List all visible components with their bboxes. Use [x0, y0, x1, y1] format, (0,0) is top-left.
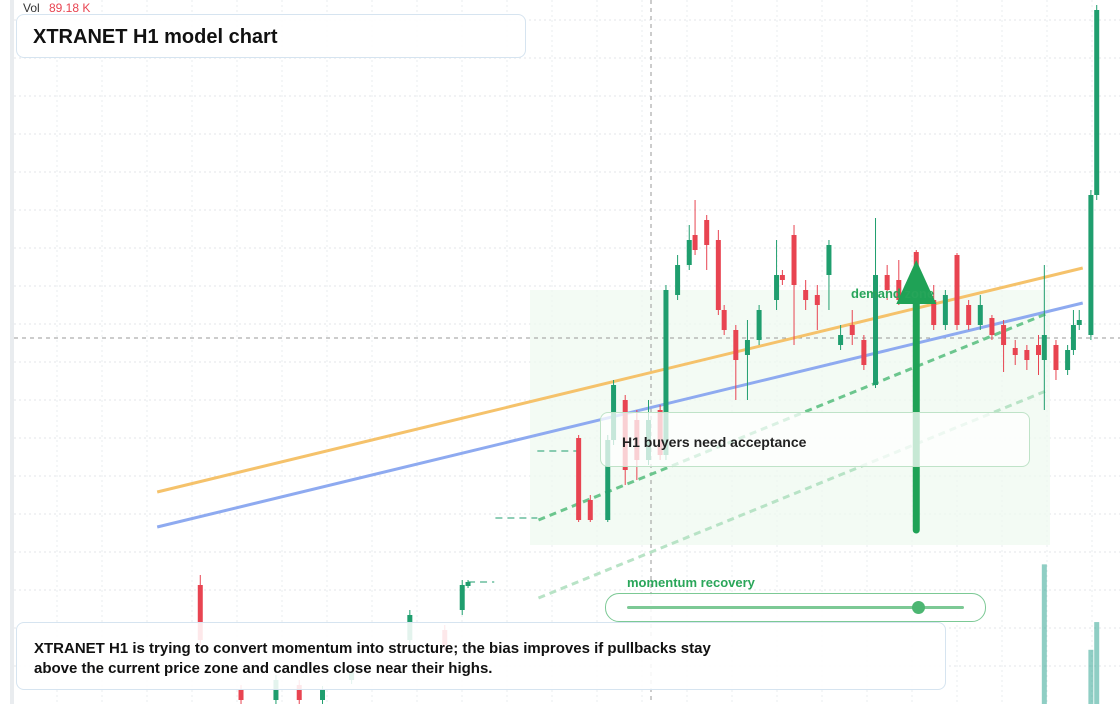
zone-label: demand zone: [851, 286, 934, 301]
trend-line: [156, 266, 1084, 494]
note: H1 buyers need acceptance: [622, 434, 807, 450]
trend-line: [537, 311, 1049, 522]
candle-body: [896, 280, 902, 300]
candle-body: [977, 305, 983, 325]
candle-body: [715, 240, 721, 310]
candle-body: [587, 500, 593, 520]
candle-body: [296, 685, 302, 700]
candle-body: [774, 275, 780, 300]
candle-body: [1070, 325, 1076, 350]
candle-body: [675, 265, 681, 295]
title-box: XTRANET H1 model chart: [16, 14, 526, 58]
candle-body: [826, 245, 832, 275]
candle-body: [576, 438, 582, 520]
candle-body: [1024, 350, 1030, 360]
candle-body: [1001, 325, 1007, 345]
candle-body: [692, 235, 698, 250]
candle-body: [721, 310, 727, 330]
candle-body: [803, 290, 809, 300]
candle-body: [849, 325, 855, 335]
candle-body: [942, 295, 948, 325]
vol-value: 89.18 K: [49, 1, 90, 15]
candle-body: [459, 585, 465, 610]
candle-body: [873, 275, 879, 385]
candle-body: [197, 585, 203, 640]
vol-label: Vol: [23, 1, 40, 15]
volume-bar: [1041, 564, 1047, 704]
candle-body: [320, 690, 326, 700]
arrow-head: [896, 260, 937, 304]
candle-body: [814, 295, 820, 305]
candle-body: [954, 255, 960, 325]
candle-body: [779, 275, 785, 280]
summary-box: XTRANET H1 is trying to convert momentum…: [16, 622, 946, 690]
candle-body: [733, 330, 739, 360]
candle-body: [966, 305, 972, 325]
candle-body: [238, 690, 244, 700]
volume-bar: [1094, 622, 1100, 704]
left-edge: [10, 0, 14, 704]
summary: XTRANET H1 is trying to convert momentum…: [34, 640, 711, 677]
candle-body: [605, 440, 611, 520]
candle-body: [884, 275, 890, 290]
candle-body: [1012, 348, 1018, 355]
title: XTRANET H1 model chart: [33, 26, 278, 48]
candle-body: [1036, 345, 1042, 355]
candle-body: [1053, 345, 1059, 370]
candle-body: [931, 300, 937, 325]
candle-body: [1065, 350, 1071, 370]
candle-body: [861, 340, 867, 365]
candle-body: [756, 310, 762, 340]
note-box: H1 buyers need acceptance: [600, 412, 1030, 467]
candle-body: [1076, 320, 1082, 325]
candle-body: [989, 318, 995, 335]
slider-knob[interactable]: [912, 601, 925, 614]
candle-body: [1094, 10, 1100, 195]
candle-body: [465, 582, 471, 586]
candle-body: [704, 220, 710, 245]
candle-body: [838, 335, 844, 345]
slider[interactable]: [605, 593, 986, 622]
candle-body: [791, 235, 797, 285]
candle-body: [273, 680, 279, 700]
slider-label: momentum recovery: [627, 575, 755, 590]
candle-body: [663, 290, 669, 455]
slider-track: [627, 606, 964, 609]
candle-body: [1041, 335, 1047, 360]
candle-body: [744, 340, 750, 355]
volume-bar: [1088, 649, 1094, 704]
candle-body: [686, 240, 692, 265]
candle-body: [1088, 195, 1094, 335]
